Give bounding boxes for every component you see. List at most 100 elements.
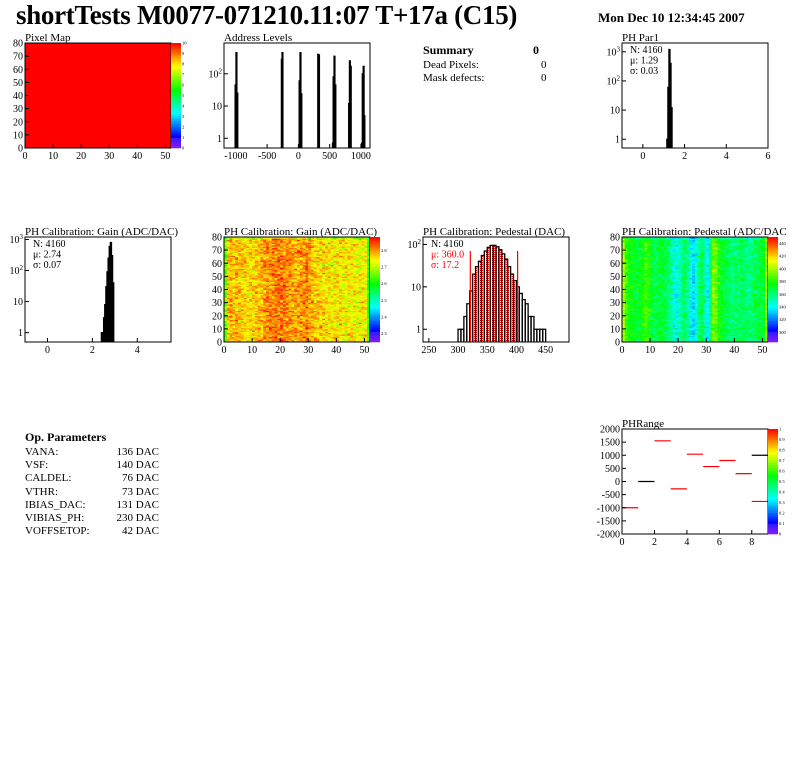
heatmap-cell bbox=[39, 133, 43, 136]
heatmap-cell bbox=[47, 58, 51, 61]
heatmap-cell bbox=[33, 81, 37, 83]
heatmap-cell bbox=[55, 142, 60, 145]
heatmap-cell bbox=[27, 49, 32, 52]
heatmap-cell bbox=[50, 62, 54, 65]
heatmap-cell bbox=[47, 54, 51, 57]
heatmap-cell bbox=[33, 57, 37, 60]
heatmap-cell bbox=[36, 52, 40, 54]
heatmap-cell bbox=[47, 132, 51, 134]
heatmap-cell bbox=[30, 50, 34, 53]
heatmap-cell bbox=[53, 87, 57, 90]
heatmap-cell bbox=[36, 116, 40, 119]
heatmap-cell bbox=[25, 58, 29, 61]
heatmap-cell bbox=[36, 44, 40, 47]
heatmap-cell bbox=[30, 121, 34, 124]
heatmap-cell bbox=[27, 132, 32, 134]
heatmap-cell bbox=[33, 46, 37, 49]
heatmap-cell bbox=[47, 90, 51, 92]
heatmap-cell bbox=[27, 77, 32, 79]
summary-row: Dead Pixels: 0 bbox=[423, 59, 553, 72]
heatmap-cell bbox=[55, 103, 60, 106]
heatmap-cell bbox=[30, 107, 34, 110]
heatmap-cell bbox=[50, 64, 54, 66]
y-tick-label: 1 bbox=[217, 134, 222, 145]
heatmap-cell bbox=[41, 142, 46, 145]
heatmap-cell bbox=[39, 66, 43, 69]
heatmap-cell bbox=[27, 74, 32, 77]
heatmap-cell bbox=[30, 46, 34, 49]
chart-title: PH Par1 bbox=[622, 32, 659, 44]
stats-n: N: 4160 bbox=[33, 239, 66, 250]
heatmap-cell bbox=[53, 99, 57, 102]
heatmap-cell bbox=[55, 121, 60, 124]
heatmap-cell bbox=[30, 125, 34, 128]
heatmap-cell bbox=[30, 45, 34, 48]
summary-row: Mask defects: 0 bbox=[423, 72, 553, 85]
x-tick-label: 50 bbox=[160, 151, 170, 162]
heatmap-cell bbox=[30, 52, 34, 54]
y-tick-label: 10 bbox=[13, 130, 23, 141]
heatmap-cell bbox=[41, 44, 46, 47]
heatmap-cell bbox=[44, 100, 48, 103]
heatmap-cell bbox=[36, 81, 40, 83]
heatmap-cell bbox=[30, 81, 34, 83]
heatmap-cell bbox=[25, 109, 29, 112]
palette-color bbox=[171, 55, 181, 58]
heatmap-cell bbox=[41, 82, 46, 85]
heatmap-cell bbox=[47, 103, 51, 106]
heatmap-cell bbox=[30, 73, 34, 75]
x-tick-label: 10 bbox=[48, 151, 58, 162]
palette-color bbox=[171, 49, 181, 52]
palette-label: 9 bbox=[182, 51, 185, 56]
heatmap-cell bbox=[27, 45, 32, 48]
heatmap-cell bbox=[50, 116, 54, 119]
heatmap-cell bbox=[47, 64, 51, 66]
heatmap-cell bbox=[39, 99, 43, 102]
heatmap-cell bbox=[39, 88, 43, 91]
palette-label: 10 bbox=[182, 41, 187, 46]
heatmap-cell bbox=[33, 73, 37, 75]
heatmap-cell bbox=[36, 71, 40, 74]
heatmap-cell bbox=[39, 123, 43, 125]
palette-color bbox=[171, 87, 181, 90]
heatmap-cell bbox=[50, 142, 54, 145]
heatmap-cell bbox=[41, 90, 46, 92]
heatmap-cell bbox=[39, 90, 43, 92]
histogram-bin bbox=[317, 54, 321, 148]
stats-sigma: σ: 0.03 bbox=[630, 66, 658, 77]
heatmap-cell bbox=[50, 129, 54, 132]
heatmap-cell bbox=[47, 140, 51, 142]
heatmap-cell bbox=[47, 137, 51, 140]
heatmap-cell bbox=[27, 48, 32, 50]
heatmap-cell bbox=[33, 43, 37, 45]
heatmap-cell bbox=[47, 50, 51, 53]
heatmap-cell bbox=[33, 95, 37, 98]
heatmap-cell bbox=[41, 88, 46, 91]
heatmap-cell bbox=[44, 81, 48, 83]
heatmap-cell bbox=[47, 79, 51, 82]
heatmap-cell bbox=[36, 120, 40, 123]
heatmap-cell bbox=[50, 117, 54, 120]
heatmap-cell bbox=[27, 52, 32, 54]
x-tick-label: 0 bbox=[296, 151, 301, 162]
y-tick-label: 20 bbox=[13, 117, 23, 128]
heatmap-cell bbox=[33, 66, 37, 69]
heatmap-cell bbox=[27, 115, 32, 117]
op-parameter-label: VTHR: bbox=[25, 485, 58, 498]
heatmap-cell bbox=[41, 123, 46, 125]
heatmap-cell bbox=[50, 73, 54, 75]
heatmap-cell bbox=[55, 134, 60, 137]
y-tick-label: 10 bbox=[13, 297, 23, 308]
x-tick-label: 6 bbox=[766, 151, 771, 162]
palette-color bbox=[171, 95, 181, 98]
palette-label: 1 bbox=[182, 135, 184, 140]
heatmap-cell bbox=[27, 43, 32, 45]
heatmap-cell bbox=[25, 113, 29, 116]
heatmap-cell bbox=[27, 95, 32, 98]
heatmap-cell bbox=[39, 43, 43, 45]
y-tick-label: 103 bbox=[10, 233, 24, 246]
heatmap-cell bbox=[55, 116, 60, 119]
palette-color bbox=[171, 85, 181, 88]
heatmap-cell bbox=[44, 95, 48, 98]
